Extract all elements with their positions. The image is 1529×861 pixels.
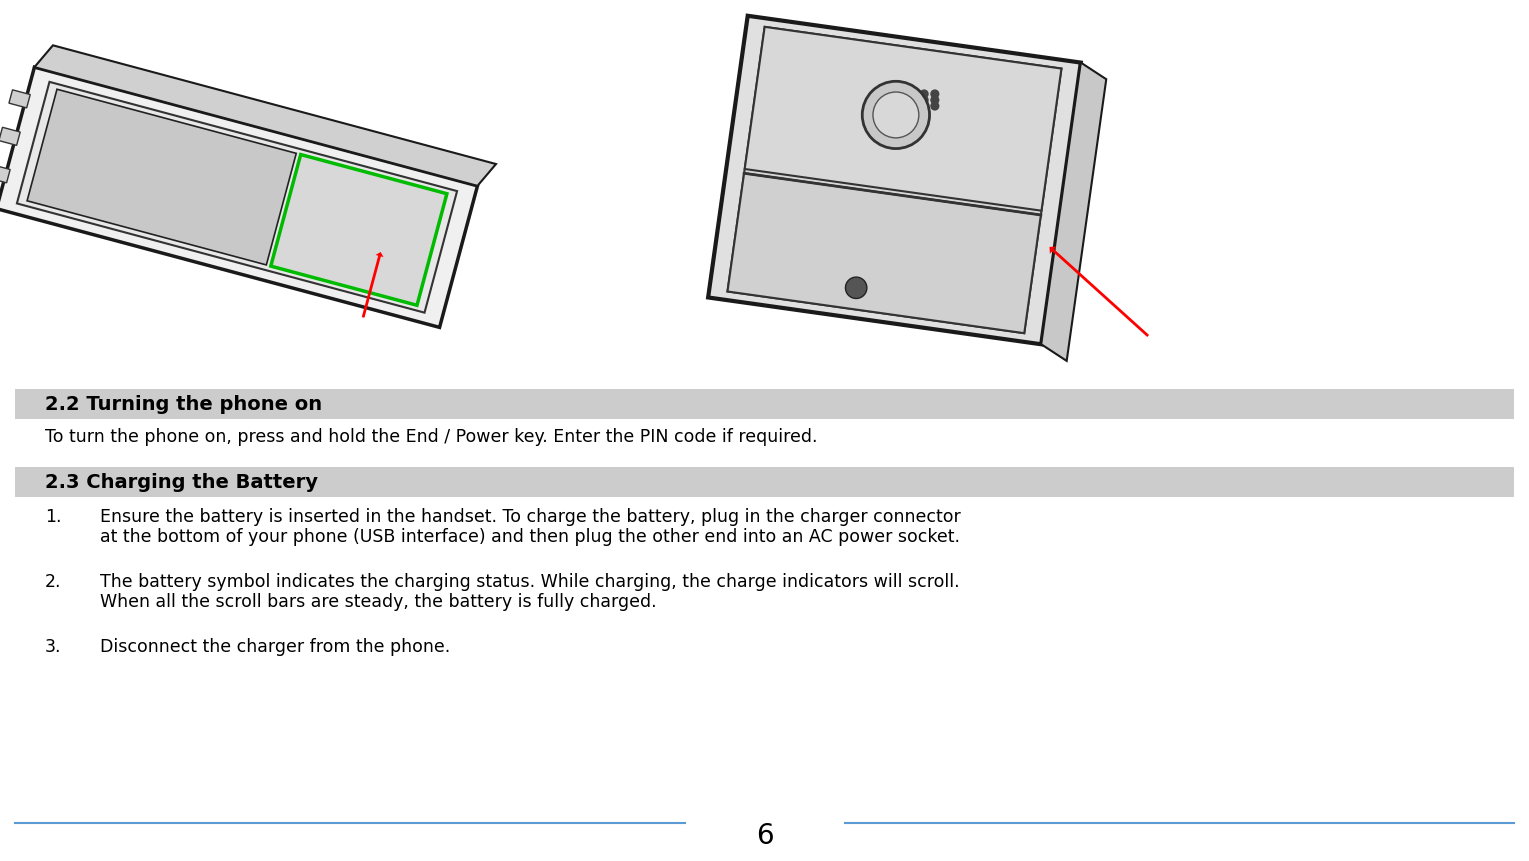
Circle shape (930, 102, 939, 111)
Circle shape (887, 102, 896, 111)
Polygon shape (9, 90, 31, 108)
Text: The battery symbol indicates the charging status. While charging, the charge ind: The battery symbol indicates the chargin… (99, 572, 960, 610)
Polygon shape (28, 90, 297, 265)
Circle shape (930, 90, 939, 99)
FancyBboxPatch shape (15, 467, 1514, 497)
Circle shape (862, 82, 930, 150)
Polygon shape (0, 128, 20, 146)
Text: 2.2 Turning the phone on: 2.2 Turning the phone on (44, 394, 323, 413)
Polygon shape (728, 174, 1041, 334)
Text: 2.: 2. (44, 572, 61, 590)
Polygon shape (0, 165, 11, 183)
FancyBboxPatch shape (15, 389, 1514, 419)
Circle shape (887, 90, 896, 99)
Circle shape (919, 102, 928, 111)
Text: 6: 6 (755, 821, 774, 849)
Text: 2.3 Charging the Battery: 2.3 Charging the Battery (44, 473, 318, 492)
Polygon shape (17, 83, 457, 313)
Circle shape (908, 102, 917, 111)
Polygon shape (271, 155, 446, 306)
Polygon shape (728, 28, 1061, 334)
Circle shape (908, 90, 917, 99)
Circle shape (908, 96, 917, 105)
Circle shape (898, 96, 907, 105)
Circle shape (930, 96, 939, 105)
Text: 1.: 1. (44, 507, 61, 525)
Circle shape (898, 90, 907, 99)
Text: 3.: 3. (44, 637, 61, 655)
Circle shape (846, 278, 867, 299)
Polygon shape (0, 68, 477, 328)
Polygon shape (745, 28, 1061, 212)
Text: To turn the phone on, press and hold the End / Power key. Enter the PIN code if : To turn the phone on, press and hold the… (44, 427, 818, 445)
Polygon shape (35, 46, 495, 187)
Polygon shape (1041, 64, 1107, 362)
Text: Disconnect the charger from the phone.: Disconnect the charger from the phone. (99, 637, 450, 655)
Circle shape (919, 90, 928, 99)
Circle shape (898, 102, 907, 111)
Circle shape (887, 96, 896, 105)
Text: Ensure the battery is inserted in the handset. To charge the battery, plug in th: Ensure the battery is inserted in the ha… (99, 507, 960, 546)
Circle shape (873, 93, 919, 139)
Circle shape (919, 96, 928, 105)
Polygon shape (708, 16, 1081, 345)
